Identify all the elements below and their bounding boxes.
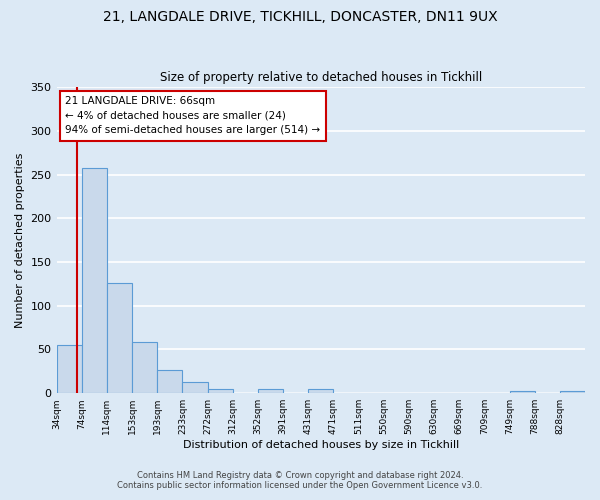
Bar [182,382,208,393]
Bar [56,345,82,393]
Bar [208,389,233,393]
X-axis label: Distribution of detached houses by size in Tickhill: Distribution of detached houses by size … [182,440,459,450]
Y-axis label: Number of detached properties: Number of detached properties [15,152,25,328]
Bar [258,389,283,393]
Bar [82,168,107,393]
Bar [107,283,132,393]
Title: Size of property relative to detached houses in Tickhill: Size of property relative to detached ho… [160,72,482,85]
Text: 21, LANGDALE DRIVE, TICKHILL, DONCASTER, DN11 9UX: 21, LANGDALE DRIVE, TICKHILL, DONCASTER,… [103,10,497,24]
Text: 21 LANGDALE DRIVE: 66sqm
← 4% of detached houses are smaller (24)
94% of semi-de: 21 LANGDALE DRIVE: 66sqm ← 4% of detache… [65,96,320,136]
Bar [560,392,585,393]
Bar [157,370,182,393]
Text: Contains HM Land Registry data © Crown copyright and database right 2024.
Contai: Contains HM Land Registry data © Crown c… [118,470,482,490]
Bar [308,389,334,393]
Bar [509,390,535,393]
Bar [132,342,157,393]
